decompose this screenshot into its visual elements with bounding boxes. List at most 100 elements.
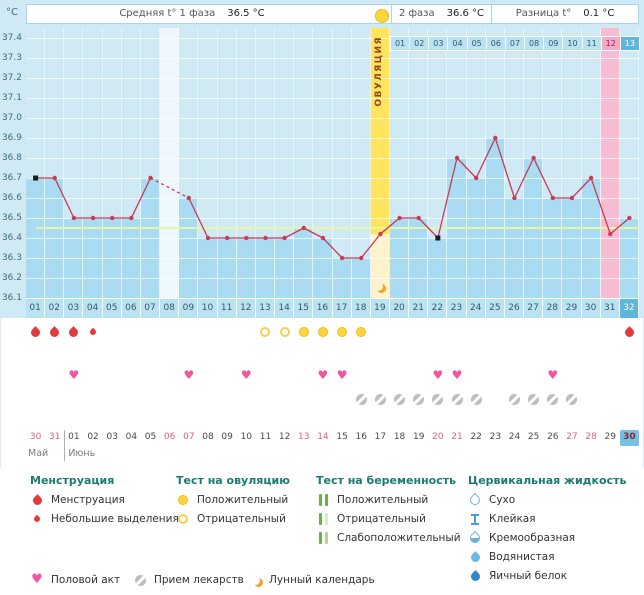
temp-point [493,135,498,141]
phase1-value: 36.5 °C [227,8,265,19]
cycle-day-cell[interactable]: 07 [140,298,161,318]
intercourse-row: ♥ ♥ ♥ ♥ ♥ ♥ ♥ ♥ [26,365,639,385]
cycle-day-cell[interactable]: 20 [389,298,410,318]
cycle-day-cell[interactable]: 14 [275,298,295,318]
cycle-day-cell[interactable]: 30 [581,298,601,318]
temperature-bar [255,238,275,298]
date-cell: 11 [259,432,272,442]
legend-item: Положительный [316,494,461,506]
medication-row [26,389,639,409]
day-column-8[interactable] [160,28,180,298]
day-column-15[interactable] [294,28,314,298]
y-tick-label: 37.3 [1,53,22,63]
date-cell: 04 [125,432,138,442]
cycle-day-cell[interactable]: 16 [313,298,333,318]
cycle-day-cell[interactable]: 09 [179,298,199,318]
temp-point [550,195,555,201]
day-column-10[interactable] [198,28,218,298]
ovulation-column-label: ОВУЛЯЦИЯ [373,36,384,107]
cycle-day-cell[interactable]: 27 [524,298,544,318]
temp-point [608,231,613,237]
cycle-day-cell[interactable]: 04 [83,298,103,318]
cycle-day-cell[interactable]: 21 [409,298,429,318]
day-column-9[interactable] [179,28,199,298]
legend-item-label: Отрицательный [337,513,426,525]
medication-pill-icon [566,393,578,405]
ovulation-column-lower [370,234,389,298]
cycle-day-cell[interactable]: 03 [64,298,84,318]
y-tick-label: 37.0 [1,113,22,123]
cycle-day-cell[interactable]: 26 [504,298,525,318]
y-tick-label: 36.7 [1,173,22,183]
cf-eggwhite-icon [468,569,482,583]
date-cell: 14 [317,432,329,442]
menstruation-and-ovulation-test-row [26,322,639,342]
cycle-day-cell[interactable]: 05 [102,298,122,318]
cycle-day-cell[interactable]: 29 [562,298,582,318]
intercourse-heart-icon: ♥ [183,368,195,382]
temperature-bar [504,198,524,298]
cycle-day-cell[interactable]: 15 [294,298,314,318]
diff-label: Разница t° [515,8,572,19]
day-column-29[interactable] [562,28,582,298]
cycle-day-cell[interactable]: 10 [198,298,218,318]
temp-point [52,175,57,181]
cycle-day-cell[interactable]: 11 [217,298,237,318]
temperature-bar [294,228,313,298]
cycle-day-cell[interactable]: 32 [619,298,639,318]
temp-point [454,155,460,161]
cycle-day-cell[interactable]: 23 [447,298,467,318]
temperature-bar [562,198,581,298]
day-column-16[interactable] [313,28,333,298]
legend-footer-item: ♥ Половой акт [30,573,120,586]
day-column-14[interactable] [275,28,295,298]
temperature-line [33,135,632,261]
cycle-day-cell[interactable]: 13 [255,298,276,318]
cycle-day-cell[interactable]: 06 [121,298,141,318]
cycle-day-cell[interactable]: 25 [485,298,505,318]
date-cell: 24 [508,432,521,442]
cycle-day-cell[interactable]: 19 [370,298,390,318]
cycle-day-cell[interactable]: 18 [351,298,371,318]
cycle-day-cell[interactable]: 22 [428,298,448,318]
date-cell: 02 [87,432,99,442]
legend-item-label: Яичный белок [489,570,568,582]
day-column-26[interactable] [504,28,525,298]
day-column-22[interactable] [428,28,448,298]
cycle-day-cell[interactable]: 24 [466,298,486,318]
date-cell: 10 [240,432,253,442]
day-column-11[interactable] [217,28,237,298]
legend: Менструация Менструация Небольшие выделени… [0,468,644,595]
date-cell: 31 [49,432,61,442]
cycle-day-cell[interactable]: 28 [543,298,563,318]
temp-point [186,195,192,201]
y-tick-label: 36.4 [1,233,22,243]
cf-sticky-icon [468,513,482,525]
intercourse-heart-icon: ♥ [317,368,329,382]
medication-pill-icon [508,393,520,405]
day-column-13[interactable] [255,28,276,298]
temperature-bar [236,238,255,298]
legend-section: Цервикальная жидкость Сухо Клейкая Кремообр… [467,474,626,583]
cycle-day-cell[interactable]: 12 [236,298,256,318]
cycle-day-cell[interactable]: 17 [332,298,352,318]
legend-item: Клейкая [468,513,626,525]
diff-value: 0.1 °C [583,8,615,19]
y-axis-unit-label: °C [6,7,18,18]
ovulation-positive-icon [176,495,190,505]
menstruation-icon [30,493,44,507]
cycle-day-cell[interactable]: 31 [600,298,620,318]
legend-item-label: Положительный [197,494,289,506]
temp-point [148,175,153,181]
day-column-28[interactable] [543,28,563,298]
date-cell: 28 [585,432,597,442]
date-cell: 06 [163,432,176,442]
cycle-day-cell[interactable]: 02 [45,298,65,318]
temp-point [129,215,134,221]
y-tick-label: 36.8 [1,153,22,163]
cycle-day-cell[interactable]: 08 [160,298,180,318]
menstruation-drop-icon [67,325,81,339]
cycle-day-cell[interactable]: 01 [26,298,46,318]
legend-item: Положительный [176,494,290,506]
day-column-12[interactable] [236,28,256,298]
